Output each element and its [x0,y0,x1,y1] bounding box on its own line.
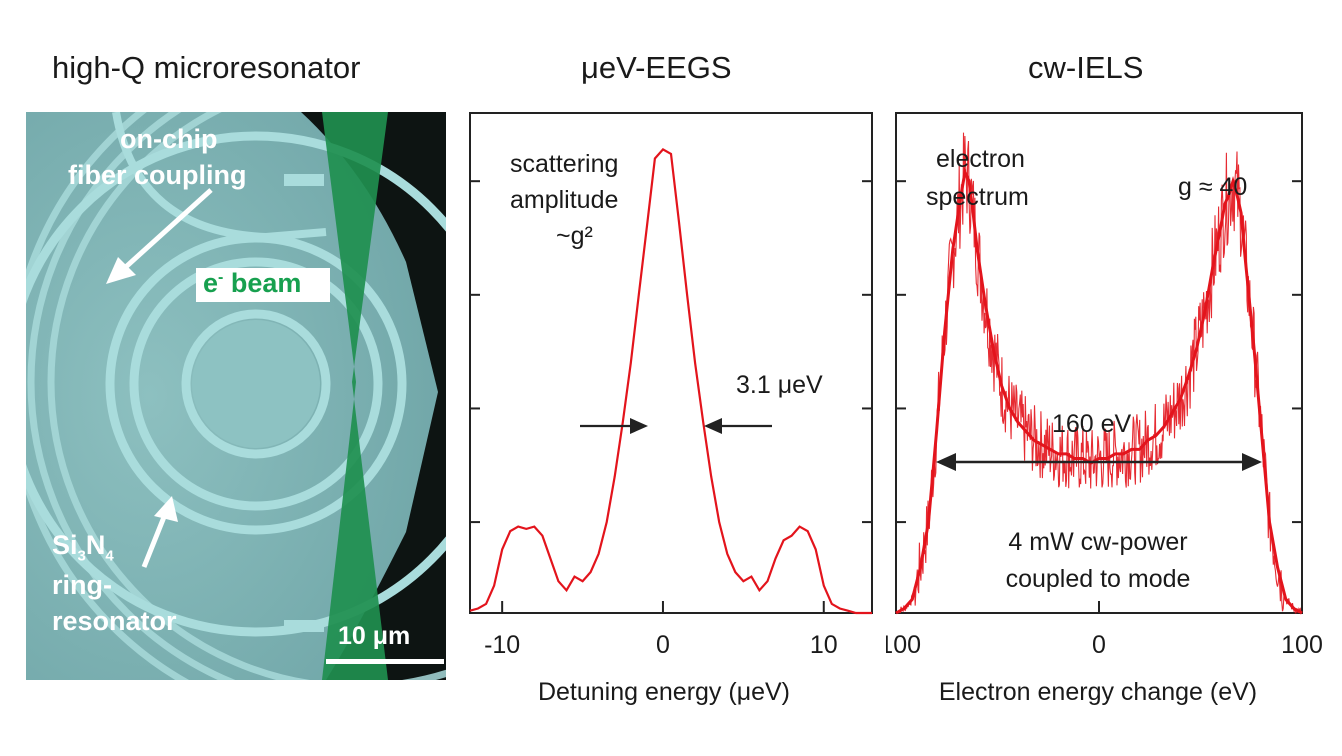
eegs-plot-frame [469,112,873,614]
label-ring: ring- [52,570,112,600]
eegs-title: μeV-EEGS [581,50,732,85]
micrograph-image [26,112,446,680]
label-fiber-coupling: fiber coupling [68,160,247,190]
iels-annot-es1: electron [936,145,1025,173]
iels-width-arrow [936,453,1262,471]
iels-annot-power1: 4 mW cw-power [1008,528,1187,556]
eegs-annot-amp3: ~g² [556,222,593,250]
eegs-annot-amp1: scattering [510,150,618,178]
label-si3n4: Si3N4 [52,530,114,565]
eegs-annot-width: 3.1 μeV [736,371,823,399]
eegs-chart: -10 0 10 Detuning energy (μeV) scattering … [469,112,873,706]
c2-xtick-label: 100 [1281,631,1323,659]
iels-chart: -100 0 100 Electron energy change (eV) ele… [886,112,1323,706]
scalebar [326,659,444,664]
iels-title: cw-IELS [1028,50,1144,85]
iels-annot-es2: spectrum [926,183,1029,211]
iels-xlabel: Electron energy change (eV) [939,678,1257,706]
eegs-width-arrows [580,418,772,434]
iels-annot-g: g ≈ 40 [1178,173,1247,201]
c2-xtick-label: 0 [1092,631,1106,659]
iels-annot-width: 160 eV [1052,410,1132,438]
label-resonator: resonator [52,606,177,636]
c1-xtick-label: -10 [484,631,520,659]
beam-label-box [196,268,330,302]
micrograph-title: high-Q microresonator [52,50,361,85]
c1-xtick-label: 0 [656,631,670,659]
scalebar-label: 10 μm [338,622,411,650]
c1-xtick-label: 10 [810,631,838,659]
eegs-annot-amp2: amplitude [510,186,618,214]
iels-annot-power2: coupled to mode [1006,565,1191,593]
label-on-chip: on-chip [120,124,218,154]
iels-spectrum-line [895,167,1303,615]
c2-xtick-label: -100 [886,631,921,659]
beam-label: e- beam [203,268,302,298]
iels-spectrum-noise [895,132,1303,615]
eegs-spectrum-line [469,148,872,615]
eegs-xlabel: Detuning energy (μeV) [538,678,790,706]
